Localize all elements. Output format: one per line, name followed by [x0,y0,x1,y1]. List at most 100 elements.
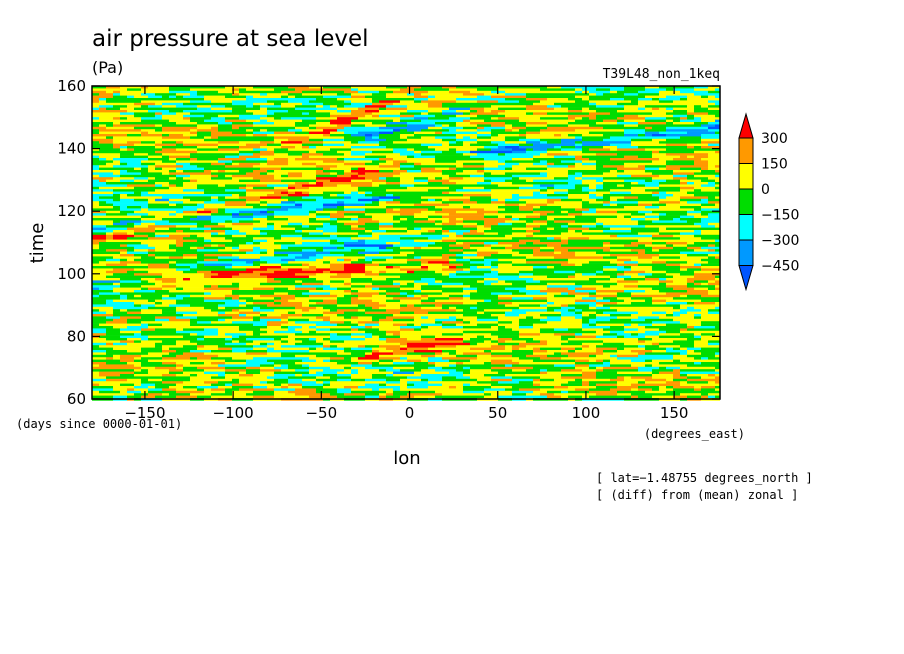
heatmap-cell [358,210,365,214]
heatmap-cell [512,266,533,269]
heatmap-cell [610,287,624,291]
heatmap-cell [260,198,274,202]
heatmap-cell [505,90,526,94]
heatmap-cell [183,186,197,190]
heatmap-cell [449,203,456,207]
heatmap-cell [106,275,127,279]
heatmap-cell [414,117,428,120]
heatmap-cell [218,136,239,140]
heatmap-cell [526,136,547,140]
heatmap-cell [449,155,470,159]
heatmap-cell [421,196,442,200]
heatmap-cell [379,302,400,305]
heatmap-cell [421,225,442,228]
heatmap-cell [568,213,582,216]
heatmap-cell [141,309,162,312]
heatmap-cell [260,196,281,200]
heatmap-cell [393,234,414,238]
heatmap-cell [127,165,148,168]
heatmap-cell [225,117,239,120]
heatmap-cell [281,266,295,269]
heatmap-cell [141,162,155,166]
heatmap-cell [435,314,449,317]
heatmap-cell [631,174,652,178]
heatmap-cell [302,230,309,233]
heatmap-cell [92,234,106,238]
heatmap-cell [232,270,239,274]
heatmap-cell [561,342,582,346]
heatmap-cell [288,321,295,324]
heatmap-cell [421,186,435,190]
heatmap-cell [652,304,659,308]
heatmap-cell [323,160,344,164]
heatmap-cell [134,333,141,336]
heatmap-cell [358,174,365,178]
heatmap-cell [645,136,659,140]
heatmap-cell [92,297,106,300]
heatmap-cell [575,282,582,286]
heatmap-cell [477,201,491,204]
heatmap-cell [155,347,162,351]
heatmap-cell [687,268,701,272]
heatmap-cell [323,95,330,99]
heatmap-cell [120,218,134,221]
heatmap-cell [155,249,176,252]
heatmap-cell [484,146,498,149]
heatmap-cell [526,170,547,173]
heatmap-cell [92,179,99,183]
heatmap-cell [344,138,365,142]
heatmap-cell [365,302,372,305]
heatmap-cell [589,167,596,171]
heatmap-cell [568,93,589,96]
heatmap-cell [463,184,477,188]
heatmap-cell [456,297,463,300]
heatmap-cell [694,326,708,329]
heatmap-cell [190,268,204,272]
heatmap-cell [624,208,638,212]
heatmap-cell [449,256,463,260]
heatmap-cell [484,110,491,113]
heatmap-cell [302,143,323,147]
heatmap-cell [197,239,204,243]
heatmap-cell [421,150,442,154]
heatmap-cell [603,222,617,226]
heatmap-cell [393,273,400,276]
heatmap-cell [379,93,386,96]
heatmap-cell [281,263,288,267]
heatmap-cell [701,316,720,320]
heatmap-cell [92,148,99,152]
heatmap-cell [463,249,477,252]
heatmap-cell [176,122,197,125]
heatmap-cell [127,102,134,106]
heatmap-cell [400,335,421,339]
heatmap-cell [484,333,491,336]
heatmap-cell [694,316,701,320]
heatmap-cell [134,287,141,291]
heatmap-cell [120,155,134,159]
heatmap-cell [323,191,344,195]
heatmap-cell [274,340,281,344]
heatmap-cell [379,158,393,161]
heatmap-cell [260,86,281,89]
heatmap-cell [589,201,603,204]
heatmap-cell [680,328,687,332]
heatmap-cell [274,297,281,300]
heatmap-cell [554,237,561,240]
heatmap-cell [694,215,708,219]
heatmap-cell [120,172,141,176]
heatmap-cell [687,242,694,245]
heatmap-cell [708,191,720,195]
heatmap-cell [463,196,470,200]
heatmap-cell [316,278,337,281]
heatmap-cell [351,93,372,96]
heatmap-cell [400,100,414,104]
heatmap-cell [596,225,603,228]
heatmap-cell [582,330,596,334]
heatmap-cell [519,273,533,276]
heatmap-cell [498,251,519,255]
heatmap-cell [428,311,435,315]
heatmap-cell [113,304,134,308]
heatmap-cell [568,266,575,269]
heatmap-cell [477,119,484,123]
heatmap-cell [225,342,246,346]
